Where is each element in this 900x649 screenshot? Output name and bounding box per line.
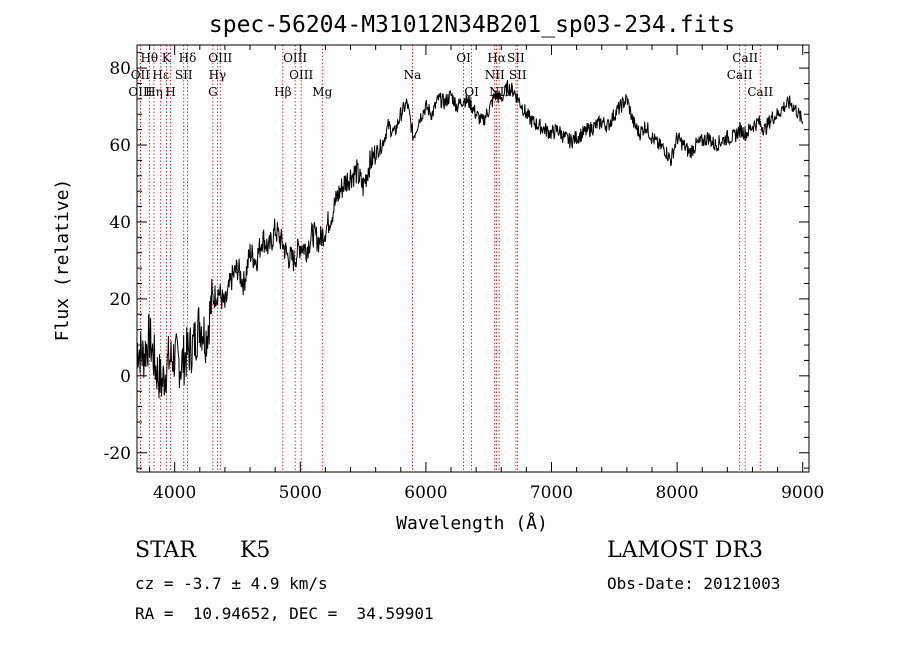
spectral-line-label: OIII	[289, 68, 313, 82]
x-axis-label: Wavelength (Å)	[396, 512, 548, 534]
spectral-line-label: Hε	[152, 68, 169, 82]
spectral-line-label: OIII	[283, 51, 307, 65]
spectral-line-label: Hδ	[179, 51, 197, 65]
y-tick-label: 20	[109, 290, 131, 310]
spectral-line-label: Hα	[487, 51, 506, 65]
y-tick-label: -20	[104, 444, 131, 464]
chart-title: spec-56204-M31012N34B201_sp03-234.fits	[209, 12, 735, 38]
survey-name: LAMOST DR3	[607, 538, 763, 563]
spectral-line-label: Hγ	[209, 68, 227, 82]
spectral-line-label: SII	[507, 51, 525, 65]
spectral-line-label: OI	[464, 85, 479, 99]
spectral-line-markers	[139, 45, 761, 472]
y-tick-label: 40	[109, 213, 131, 233]
spectral-line-label: G	[208, 85, 218, 99]
y-tick-label: 0	[120, 367, 131, 387]
x-tick-label: 9000	[781, 483, 824, 503]
spectral-line-label: OII	[131, 68, 151, 82]
x-tick-label: 6000	[404, 483, 447, 503]
spectral-line-label: K	[162, 51, 172, 65]
spectral-line-label: CaII	[727, 68, 753, 82]
x-tick-label: 8000	[655, 483, 698, 503]
spectral-line-label: H	[165, 85, 175, 99]
spectral-line-label: SII	[175, 68, 193, 82]
object-subclass: K5	[240, 538, 271, 563]
sky-coordinates: RA = 10.94652, DEC = 34.59901	[135, 604, 434, 623]
spectral-line-label: CaII	[732, 51, 758, 65]
spectral-line-label: NII	[485, 68, 505, 82]
spectral-line-label: Hη	[145, 85, 163, 99]
spectral-line-label: SII	[509, 68, 527, 82]
object-class: STAR	[135, 538, 196, 563]
spectral-line-label: CaII	[747, 85, 773, 99]
spectral-line-label: Hθ	[140, 51, 158, 65]
flux-series-line	[136, 79, 804, 399]
redshift-value: cz = -3.7 ± 4.9 km/s	[135, 574, 328, 593]
spectral-line-label: Mg	[312, 85, 332, 99]
spectral-line-label: OI	[456, 51, 471, 65]
spectral-line-label: Na	[404, 68, 422, 82]
axis-ticks: 4000 5000 6000 7000 8000 9000 -20 0 20 40 60 80	[104, 45, 824, 503]
plot-frame	[136, 44, 810, 473]
y-tick-label: 80	[109, 59, 131, 79]
x-tick-label: 7000	[530, 483, 573, 503]
observation-date: Obs-Date: 20121003	[607, 574, 781, 593]
y-axis-label: Flux (relative)	[52, 179, 73, 342]
x-tick-label: 5000	[279, 483, 322, 503]
spectral-line-label: Hβ	[274, 85, 291, 99]
x-tick-label: 4000	[153, 483, 196, 503]
y-tick-label: 60	[109, 136, 131, 156]
spectral-line-label: OIII	[208, 51, 232, 65]
spectral-line-label: OIII	[128, 85, 152, 99]
